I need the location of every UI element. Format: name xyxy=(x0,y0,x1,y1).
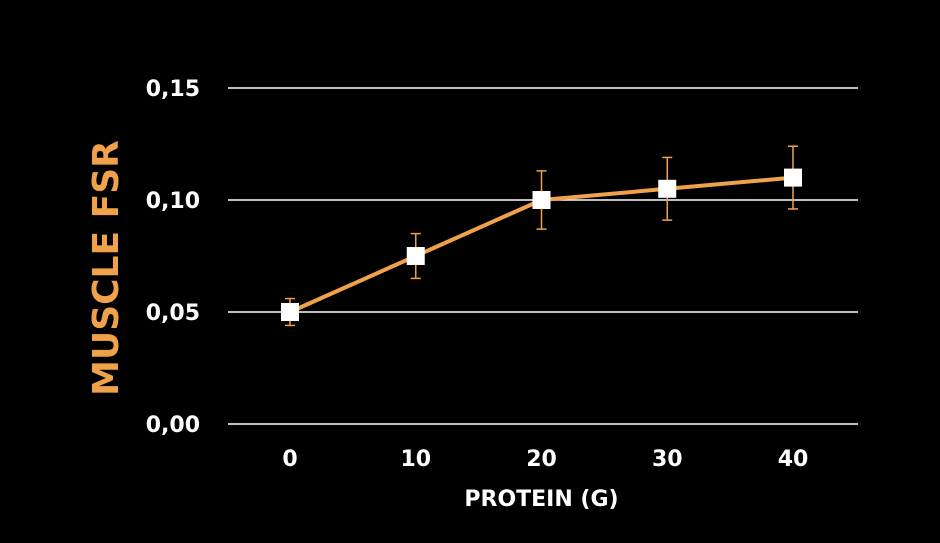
y-tick-label: 0,15 xyxy=(146,77,200,102)
x-tick-label: 30 xyxy=(652,447,683,472)
error-bars xyxy=(285,145,798,327)
x-axis-ticks: 0 10 20 30 40 xyxy=(282,447,808,472)
x-tick-label: 40 xyxy=(778,447,809,472)
data-point xyxy=(784,168,802,187)
y-axis-label: MUSCLE FSR xyxy=(86,140,127,396)
y-tick-label: 0,05 xyxy=(146,301,200,326)
data-point xyxy=(406,247,425,265)
grid-lines xyxy=(228,87,858,425)
y-tick-label: 0,10 xyxy=(146,189,200,214)
x-tick-label: 10 xyxy=(400,447,431,472)
x-tick-label: 0 xyxy=(282,447,297,472)
y-axis-ticks: 0,00 0,05 0,10 0,15 xyxy=(146,77,200,438)
data-point xyxy=(658,179,677,198)
y-tick-label: 0,00 xyxy=(146,413,200,438)
data-point xyxy=(281,303,299,321)
x-tick-label: 20 xyxy=(526,447,557,472)
x-axis-label: PROTEIN (G) xyxy=(464,487,618,512)
data-point xyxy=(532,191,551,209)
data-points xyxy=(281,168,802,321)
